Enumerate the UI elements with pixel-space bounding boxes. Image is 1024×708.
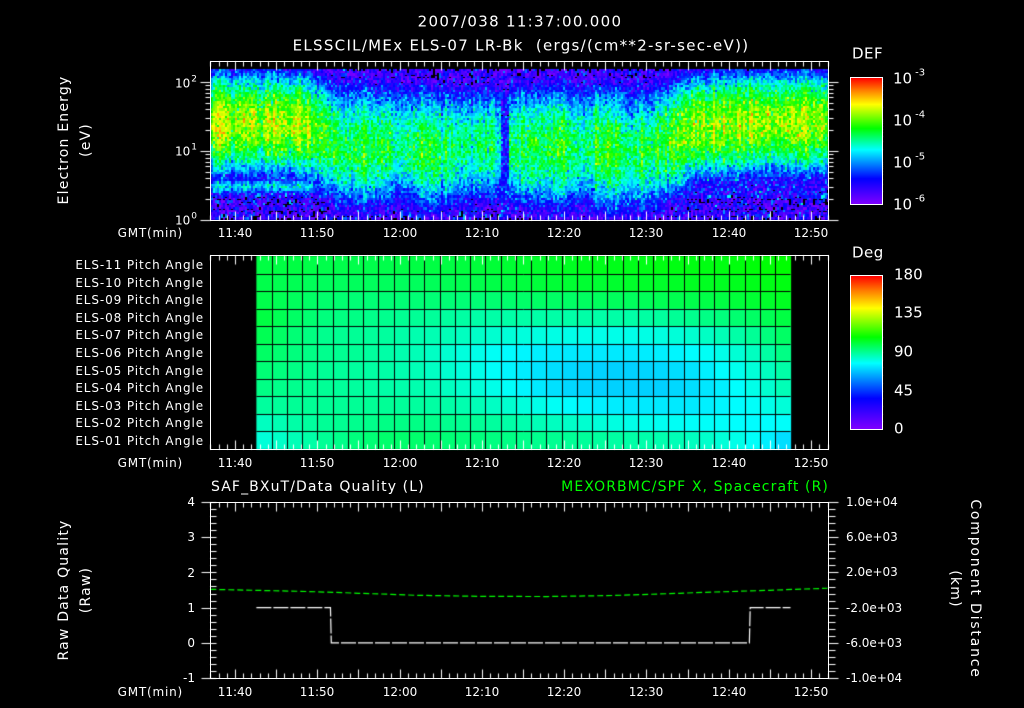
line-ytick-right: 6.0e+03	[846, 530, 898, 544]
pitch-row-label: ELS-08 Pitch Angle	[75, 310, 204, 325]
energy-xtick: 12:10	[464, 226, 500, 240]
energy-ylabel: Electron Energy	[56, 75, 72, 205]
line-ylabel-left: Raw Data Quality	[56, 519, 72, 661]
pitch-xtick: 12:30	[628, 456, 664, 470]
energy-xtick: 12:30	[628, 226, 664, 240]
pitch-xtick: 11:40	[217, 456, 253, 470]
pitch-row-label: ELS-09 Pitch Angle	[75, 293, 204, 308]
line-title-left: SAF_BXuT/Data Quality (L)	[211, 479, 425, 495]
deg-colorbar-label: Deg	[852, 243, 884, 262]
deg-colorbar	[850, 275, 883, 430]
energy-ytick-100: 102	[174, 74, 197, 91]
line-ylabel-right: Component Distance	[967, 499, 983, 679]
plot-title-timestamp: 2007/038 11:37:00.000	[417, 12, 623, 31]
line-title-right: MEXORBMC/SPF X, Spacecraft (R)	[561, 479, 829, 495]
line-xtick: 12:40	[711, 685, 747, 699]
pitch-row-label: ELS-06 Pitch Angle	[75, 346, 204, 360]
energy-xtick: 11:50	[299, 226, 335, 240]
plot-subtitle: ELSSCIL/MEx ELS-07 LR-Bk (ergs/(cm**2-sr…	[292, 36, 750, 55]
deg-colorbar-tick: 45	[894, 381, 914, 400]
line-plot-frame	[210, 502, 829, 679]
pitch-row-label: ELS-02 Pitch Angle	[75, 416, 204, 431]
pitch-row-label: ELS-04 Pitch Angle	[75, 381, 204, 396]
energy-xtick: 12:20	[546, 226, 582, 240]
def-colorbar-tick: 10 -4	[893, 109, 926, 130]
pitch-row-label: ELS-03 Pitch Angle	[75, 398, 204, 413]
energy-xtick: 12:00	[382, 226, 418, 240]
line-xtick: 12:20	[546, 685, 582, 699]
pitch-xlabel: GMT(min)	[117, 456, 183, 470]
pitch-xtick: 12:20	[546, 456, 582, 470]
line-ytick-left: 3	[187, 530, 195, 544]
line-ytick-right: -6.0e+03	[846, 636, 903, 650]
line-yunits-left: (Raw)	[78, 566, 94, 614]
energy-ytick-1: 100	[174, 211, 197, 228]
energy-ytick-10: 101	[174, 142, 197, 159]
pitch-xtick: 12:50	[793, 456, 829, 470]
deg-colorbar-tick: 90	[894, 342, 914, 361]
line-ytick-left: 4	[187, 495, 195, 509]
energy-spectrogram-frame	[210, 61, 829, 221]
line-xlabel: GMT(min)	[117, 685, 183, 699]
deg-colorbar-tick: 180	[894, 265, 923, 284]
energy-xtick: 12:50	[793, 226, 829, 240]
line-xtick: 12:30	[628, 685, 664, 699]
line-ytick-right: -1.0e+04	[846, 671, 903, 685]
line-ytick-left: 2	[187, 566, 195, 580]
pitch-row-label: ELS-11 Pitch Angle	[75, 258, 204, 272]
def-colorbar-label: DEF	[852, 44, 884, 63]
energy-xtick: 12:40	[711, 226, 747, 240]
pitch-row-label: ELS-05 Pitch Angle	[75, 363, 204, 378]
pitch-angle-frame	[210, 255, 829, 450]
deg-colorbar-tick: 135	[894, 303, 923, 322]
pitch-xtick: 11:50	[299, 456, 335, 470]
deg-colorbar-tick: 0	[894, 419, 904, 438]
pitch-row-label: ELS-01 Pitch Angle	[75, 434, 204, 448]
line-xtick: 12:00	[382, 685, 418, 699]
energy-xtick: 11:40	[217, 226, 253, 240]
line-xtick: 11:50	[299, 685, 335, 699]
pitch-xtick: 12:40	[711, 456, 747, 470]
line-xtick: 11:40	[217, 685, 253, 699]
line-ytick-left: 0	[187, 636, 195, 650]
pitch-xtick: 12:00	[382, 456, 418, 470]
line-ytick-right: -2.0e+03	[846, 601, 903, 615]
energy-yunits: (eV)	[78, 123, 94, 157]
line-ytick-right: 1.0e+04	[846, 495, 898, 509]
def-colorbar-tick: 10 -3	[893, 67, 926, 88]
def-colorbar-tick: 10 -6	[893, 193, 926, 214]
pitch-xtick: 12:10	[464, 456, 500, 470]
line-xtick: 12:10	[464, 685, 500, 699]
pitch-row-label: ELS-07 Pitch Angle	[75, 328, 204, 343]
line-xtick: 12:50	[793, 685, 829, 699]
def-colorbar-tick: 10 -5	[893, 151, 926, 172]
line-ytick-right: 2.0e+03	[846, 565, 898, 579]
def-colorbar	[850, 77, 883, 205]
energy-xlabel: GMT(min)	[117, 226, 183, 240]
line-yunits-right: (km)	[947, 570, 963, 608]
line-ytick-left: 1	[187, 601, 195, 615]
line-ytick-left: -1	[183, 671, 195, 685]
pitch-row-label: ELS-10 Pitch Angle	[75, 275, 204, 290]
